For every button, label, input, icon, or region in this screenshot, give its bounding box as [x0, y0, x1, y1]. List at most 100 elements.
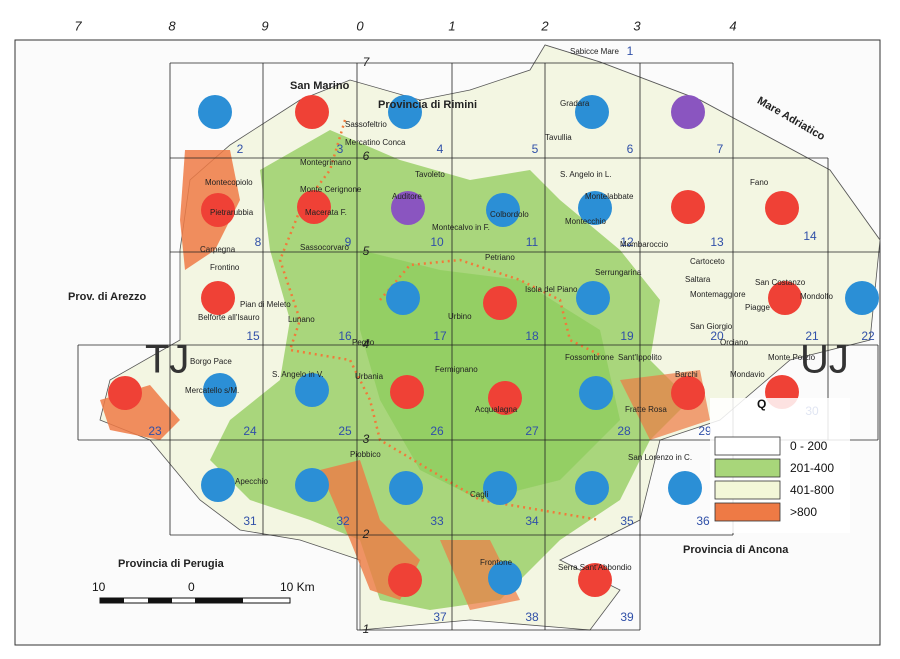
site-marker: [488, 561, 522, 595]
cell-number: 25: [338, 424, 352, 438]
place-name: Cartoceto: [690, 257, 725, 266]
place-name: Mombaroccio: [620, 240, 669, 249]
site-marker: [201, 193, 235, 227]
place-name: Apecchio: [235, 477, 268, 486]
place-name: S. Angelo in V.: [272, 370, 324, 379]
place-name: Fratte Rosa: [625, 405, 667, 414]
legend-items: 0 - 200 201-400 401-800 >800: [714, 436, 834, 522]
place-name: Auditore: [392, 192, 422, 201]
place-name: Fossombrone: [565, 353, 614, 362]
place-name: Montelabbate: [585, 192, 634, 201]
cell-number: 13: [710, 235, 724, 249]
place-name: Mercatino Conca: [345, 138, 406, 147]
place-name: Sassofeltrio: [345, 120, 387, 129]
scale-label: 10: [92, 580, 106, 594]
site-marker: [295, 95, 329, 129]
grid-coordinate: 1: [448, 18, 455, 33]
grid-coordinate: 9: [261, 18, 268, 33]
cell-number: 19: [620, 329, 634, 343]
site-marker: [671, 190, 705, 224]
region-label: Provincia di Ancona: [683, 544, 789, 556]
scale-segment: [100, 598, 124, 603]
terrain-hills: [360, 250, 620, 500]
place-name: Piagge: [745, 303, 770, 312]
place-name: Borgo Pace: [190, 357, 232, 366]
cell-number: 11: [526, 235, 539, 249]
site-marker: [295, 468, 329, 502]
site-marker: [390, 375, 424, 409]
grid-coordinate: 8: [168, 18, 176, 33]
site-marker: [668, 471, 702, 505]
place-name: Fermignano: [435, 365, 478, 374]
cell-number: 15: [246, 329, 260, 343]
cell-number: 6: [627, 142, 634, 156]
cell-number: 21: [805, 329, 819, 343]
place-name: Monte Porzio: [768, 353, 816, 362]
site-marker: [391, 191, 425, 225]
region-label: San Marino: [290, 80, 350, 92]
grid-coordinate: 4: [729, 18, 736, 33]
site-marker: [575, 471, 609, 505]
place-name: Pian di Meleto: [240, 300, 291, 309]
place-name: Pietrarubbia: [210, 208, 254, 217]
grid-coordinate: 3: [633, 18, 641, 33]
site-marker: [671, 95, 705, 129]
legend-label: >800: [790, 505, 817, 519]
place-name: Sassocorvaro: [300, 243, 349, 252]
grid-coordinate: 5: [363, 244, 370, 258]
site-marker: [768, 281, 802, 315]
place-name: Urbino: [448, 312, 472, 321]
place-name: Belforte all'Isauro: [198, 313, 260, 322]
site-marker: [671, 376, 705, 410]
place-name: San Lorenzo in C.: [628, 453, 692, 462]
place-name: Monte Cerignone: [300, 185, 362, 194]
region-label: Provincia di Perugia: [118, 558, 225, 570]
site-marker: [488, 381, 522, 415]
site-marker: [579, 376, 613, 410]
site-marker: [386, 281, 420, 315]
place-name: Sant'Ippolito: [618, 353, 662, 362]
site-marker: [388, 563, 422, 597]
cell-number: 8: [255, 235, 262, 249]
place-name: Montecchio: [565, 217, 606, 226]
cell-number: 9: [345, 235, 352, 249]
site-marker: [389, 471, 423, 505]
place-name: S. Angelo in L.: [560, 170, 612, 179]
cell-number: 4: [437, 142, 444, 156]
cell-number: 23: [148, 424, 162, 438]
place-name: Saltara: [685, 275, 711, 284]
site-marker: [486, 193, 520, 227]
cell-number: 34: [525, 514, 539, 528]
place-name: Carpegna: [200, 245, 236, 254]
legend-swatch: [714, 458, 781, 478]
legend-swatch: [714, 502, 781, 522]
region-label: Prov. di Arezzo: [68, 291, 147, 303]
site-marker: [108, 376, 142, 410]
site-marker: [576, 281, 610, 315]
place-name: San Costanzo: [755, 278, 806, 287]
place-name: Montecalvo in F.: [432, 223, 490, 232]
place-name: Barchi: [675, 370, 698, 379]
place-name: Frontone: [480, 558, 513, 567]
cell-number: 20: [710, 329, 724, 343]
site-marker: [483, 471, 517, 505]
grid-coordinate: 7: [74, 18, 82, 33]
zone-label: UJ: [800, 338, 849, 382]
place-name: Mercatello s/M.: [185, 386, 239, 395]
scale-bar: 10 0 10 Km: [92, 580, 315, 604]
grid-coordinate: 6: [363, 149, 370, 163]
cell-number: 17: [433, 329, 447, 343]
place-name: Acqualagna: [475, 405, 518, 414]
place-name: Frontino: [210, 263, 240, 272]
place-name: Macerata F.: [305, 208, 347, 217]
place-name: Piobbico: [350, 450, 381, 459]
grid-coordinate: 3: [363, 432, 370, 446]
cell-number: 35: [620, 514, 634, 528]
zone-label: TJ: [145, 338, 189, 382]
legend-label: 201-400: [790, 461, 834, 475]
place-name: Orciano: [720, 338, 749, 347]
grid-coordinate: 2: [540, 18, 549, 33]
